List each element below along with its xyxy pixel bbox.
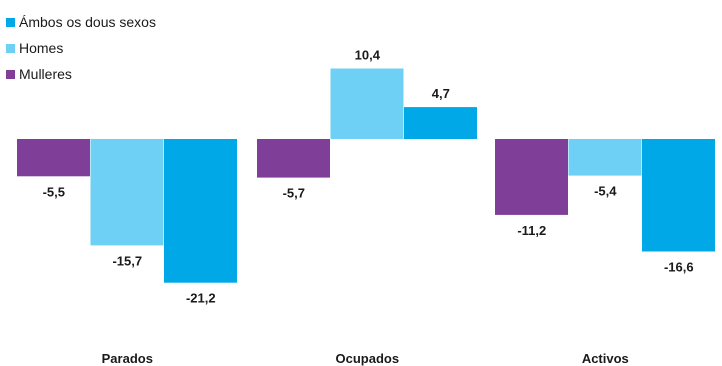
value-label-ocupados-homes: 10,4 <box>355 48 381 63</box>
legend-item-homes: Homes <box>6 35 156 61</box>
bar-parados-ambos <box>164 139 237 283</box>
legend-label-mulleres: Mulleres <box>19 66 72 82</box>
legend-swatch-homes <box>6 43 15 53</box>
value-label-ocupados-ambos: 4,7 <box>432 86 450 101</box>
bar-activos-mulleres <box>495 139 568 215</box>
bar-activos-homes <box>568 139 642 176</box>
bar-activos-ambos <box>642 139 715 252</box>
value-label-parados-ambos: -21,2 <box>186 291 216 306</box>
bar-parados-mulleres <box>17 139 90 177</box>
legend-item-mulleres: Mulleres <box>6 61 156 87</box>
legend-swatch-mulleres <box>6 69 15 79</box>
category-label-parados: Parados <box>102 351 153 366</box>
value-label-activos-homes: -5,4 <box>594 184 617 199</box>
value-label-activos-ambos: -16,6 <box>664 260 694 275</box>
bar-ocupados-ambos <box>404 107 477 139</box>
bar-parados-homes <box>90 139 164 246</box>
legend-swatch-ambos <box>6 17 15 27</box>
legend-item-ambos: Ámbos os dous sexos <box>6 9 156 35</box>
value-label-ocupados-mulleres: -5,7 <box>283 186 305 201</box>
bar-ocupados-homes <box>330 68 404 139</box>
bar-ocupados-mulleres <box>257 139 330 178</box>
value-label-parados-homes: -15,7 <box>112 253 142 268</box>
value-label-activos-mulleres: -11,2 <box>517 223 546 238</box>
category-label-ocupados: Ocupados <box>336 351 400 366</box>
legend-label-ambos: Ámbos os dous sexos <box>19 14 156 30</box>
category-label-activos: Activos <box>582 351 629 366</box>
legend: Ámbos os dous sexos Homes Mulleres <box>6 9 156 87</box>
legend-label-homes: Homes <box>19 40 64 56</box>
value-label-parados-mulleres: -5,5 <box>43 184 65 199</box>
